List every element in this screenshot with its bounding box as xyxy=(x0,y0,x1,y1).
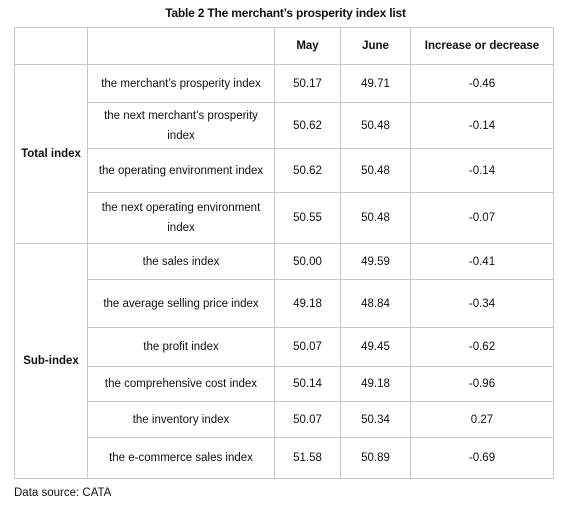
change-value: 0.27 xyxy=(410,401,554,438)
change-value: -0.46 xyxy=(410,64,554,103)
header-change: Increase or decrease xyxy=(410,27,554,65)
table-row: the inventory index 50.07 50.34 0.27 xyxy=(15,401,554,438)
change-value: -0.14 xyxy=(410,102,554,149)
table-row: the next operating environment index 50.… xyxy=(15,192,554,244)
june-value: 48.84 xyxy=(340,279,411,328)
may-value: 50.14 xyxy=(274,366,341,402)
header-row: May June Increase or decrease xyxy=(14,27,554,65)
change-value: -0.62 xyxy=(410,327,554,367)
group-label-sub-index: Sub-index xyxy=(14,243,88,479)
index-name: the comprehensive cost index xyxy=(87,366,275,402)
may-value: 50.00 xyxy=(274,243,341,280)
june-value: 49.59 xyxy=(340,243,411,280)
change-value: -0.41 xyxy=(410,243,554,280)
may-value: 50.17 xyxy=(274,64,341,103)
june-value: 50.34 xyxy=(340,401,411,438)
may-value: 51.58 xyxy=(274,437,341,479)
change-value: -0.34 xyxy=(410,279,554,328)
index-name: the average selling price index xyxy=(87,279,275,328)
change-value: -0.96 xyxy=(410,366,554,402)
may-value: 49.18 xyxy=(274,279,341,328)
table-row: the profit index 50.07 49.45 -0.62 xyxy=(15,327,554,367)
june-value: 50.89 xyxy=(340,437,411,479)
june-value: 49.71 xyxy=(340,64,411,103)
prosperity-index-table: May June Increase or decrease Total inde… xyxy=(14,27,554,479)
index-name: the profit index xyxy=(87,327,275,367)
table-row: the comprehensive cost index 50.14 49.18… xyxy=(15,366,554,402)
header-may: May xyxy=(274,27,341,65)
may-value: 50.62 xyxy=(274,102,341,149)
header-group-cell xyxy=(14,27,88,65)
header-june: June xyxy=(340,27,411,65)
index-name: the e-commerce sales index xyxy=(87,437,275,479)
table-row: Total index the merchant’s prosperity in… xyxy=(14,64,554,244)
june-value: 49.18 xyxy=(340,366,411,402)
index-name: the merchant’s prosperity index xyxy=(87,64,275,103)
may-value: 50.07 xyxy=(274,327,341,367)
june-value: 49.45 xyxy=(340,327,411,367)
data-source-note: Data source: CATA xyxy=(14,487,112,499)
may-value: 50.62 xyxy=(274,148,341,193)
table-row: Sub-index the sales index 50.00 49.59 -0… xyxy=(14,243,554,479)
header-name-cell xyxy=(87,27,275,65)
index-name: the next operating environment index xyxy=(87,192,275,244)
june-value: 50.48 xyxy=(340,102,411,149)
table-row: the e-commerce sales index 51.58 50.89 -… xyxy=(15,437,554,479)
may-value: 50.55 xyxy=(274,192,341,244)
table-row: the average selling price index 49.18 48… xyxy=(15,279,554,328)
index-name: the sales index xyxy=(87,243,275,280)
index-name: the operating environment index xyxy=(87,148,275,193)
group-label-total-index: Total index xyxy=(14,64,88,244)
may-value: 50.07 xyxy=(274,401,341,438)
index-name: the next merchant’s prosperity index xyxy=(87,102,275,149)
june-value: 50.48 xyxy=(340,192,411,244)
change-value: -0.07 xyxy=(410,192,554,244)
index-name: the inventory index xyxy=(87,401,275,438)
change-value: -0.14 xyxy=(410,148,554,193)
table-title: Table 2 The merchant’s prosperity index … xyxy=(165,6,406,20)
june-value: 50.48 xyxy=(340,148,411,193)
table-row: the operating environment index 50.62 50… xyxy=(15,148,554,193)
change-value: -0.69 xyxy=(410,437,554,479)
table-row: the next merchant’s prosperity index 50.… xyxy=(15,102,554,149)
